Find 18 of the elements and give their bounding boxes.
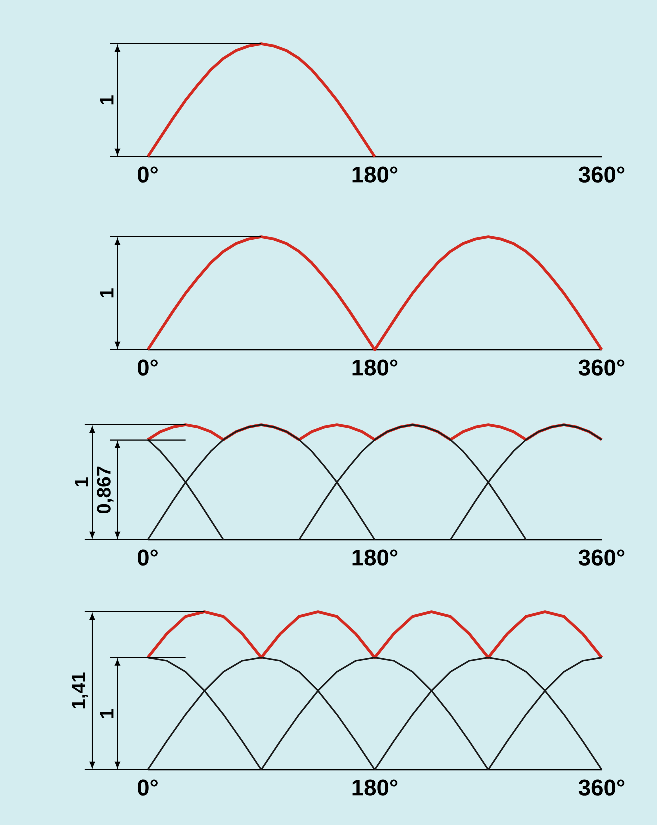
ref-line-label: 1 [100, 96, 114, 105]
x-tick-label: 360° [578, 360, 625, 376]
x-tick-label: 0° [138, 166, 158, 183]
text: 1 [100, 709, 114, 718]
x-tick-label: 180° [352, 360, 398, 376]
x-tick-label: 0° [138, 360, 158, 376]
ref-line-label: 1 [75, 478, 88, 487]
ref-line-label: 1 [100, 288, 114, 298]
text: 1,41 [72, 672, 88, 709]
legend-label: 0,867 [97, 466, 114, 514]
x-tick-label: 180° [352, 550, 398, 566]
x-tick-label: 360° [578, 780, 625, 796]
x-tick-label: 180° [352, 166, 398, 183]
x-tick-label: 0° [138, 550, 158, 566]
x-tick-label: 180° [352, 780, 398, 796]
x-tick-label: 0° [138, 780, 158, 796]
x-tick-label: 360° [578, 166, 625, 183]
x-tick-label: 360° [578, 550, 625, 566]
